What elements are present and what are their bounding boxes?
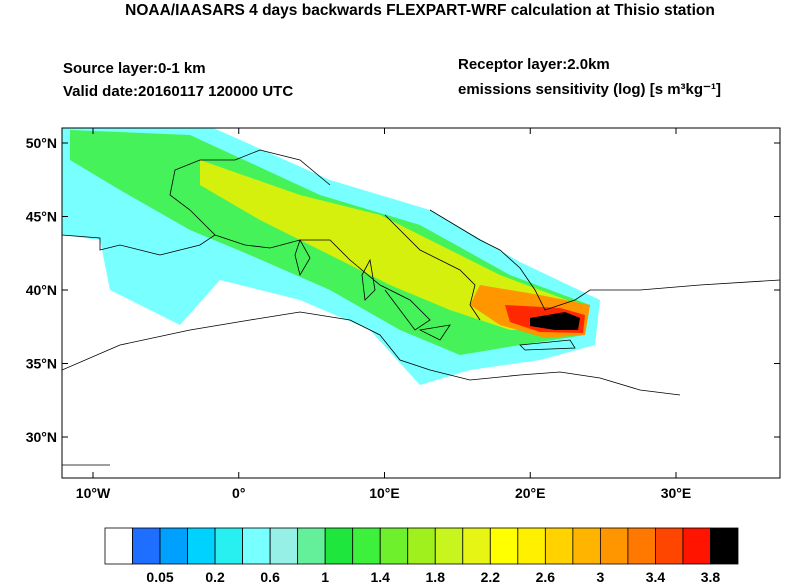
colorbar-box [187,527,216,565]
lon-label: 0° [232,485,245,501]
colorbar-label: 0.2 [205,569,225,585]
colorbar-box [627,527,656,565]
lon-label: 20°E [515,485,546,501]
colorbar-box [517,527,546,565]
colorbar-box [379,527,409,565]
lat-label: 50°N [26,135,57,151]
colorbar-box [572,527,601,565]
colorbar-box [269,527,299,565]
map-frame [61,127,781,479]
colorbar-label: 1 [321,569,329,585]
colorbar-label: 3 [596,569,604,585]
lat-label: 40°N [26,282,57,298]
colorbar-label: 1.8 [426,569,446,585]
colorbar-label: 0.05 [146,569,173,585]
colorbar-box [407,527,436,565]
colorbar-label: 2.6 [536,569,556,585]
plume-core [530,312,580,330]
colorbar-box [132,527,161,565]
colorbar-box [159,527,188,565]
colorbar-box [297,527,326,565]
coastline [62,149,780,466]
colorbar-box [242,527,271,565]
title: NOAA/IAASARS 4 days backwards FLEXPART-W… [125,2,715,19]
colorbar-label: 1.4 [370,569,390,585]
colorbar-box [214,527,244,565]
units: emissions sensitivity (log) [s m³kg⁻¹] [458,81,721,98]
lon-label: 10°W [76,485,111,501]
receptor-layer: Receptor layer:2.0km [458,56,610,73]
colorbar-box [655,527,684,565]
colorbar-label: 2.2 [481,569,501,585]
lat-label: 45°N [26,209,57,225]
colorbar-box [544,527,574,565]
lon-label: 10°E [369,485,400,501]
colorbar-box [489,527,519,565]
colorbar-box [462,527,491,565]
colorbar-label: 0.6 [260,569,280,585]
colorbar-box [434,527,464,565]
valid-date: Valid date:20160117 120000 UTC [63,83,293,100]
lat-label: 35°N [26,356,57,372]
colorbar-box [104,527,133,565]
colorbar-label: 3.8 [701,569,721,585]
colorbar-box [324,527,354,565]
axes: 50°N 45°N 40°N 35°N 30°N 10°W 0° 10°E 20°E 30°E [26,128,780,501]
source-layer: Source layer:0-1 km [63,60,206,77]
colorbar-box [710,527,739,565]
colorbar-label: 3.4 [646,569,666,585]
lon-label: 30°E [661,485,692,501]
lat-label: 30°N [26,429,57,445]
colorbar-box [682,527,711,565]
colorbar-box [352,527,381,565]
colorbar: 0.05 0.2 0.6 1 1.4 1.8 2.2 2.6 3 3.4 3.8 [104,527,739,585]
colorbar-box [599,527,629,565]
map [61,127,781,479]
